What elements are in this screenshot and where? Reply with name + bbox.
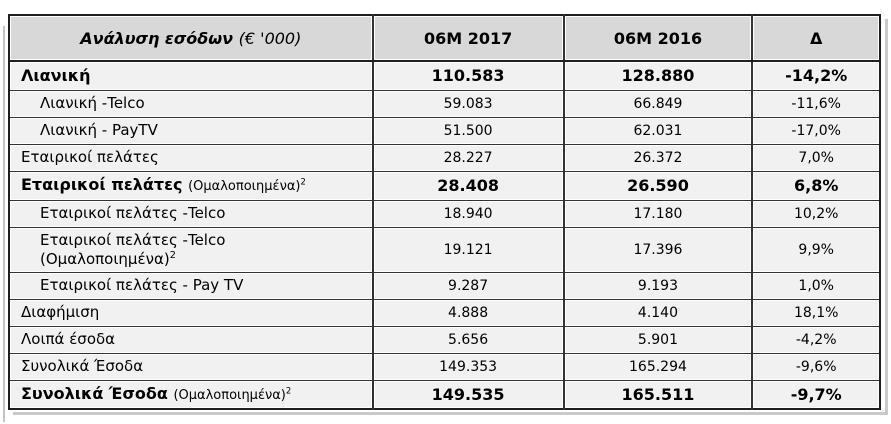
footnote-superscript: 2 bbox=[300, 177, 306, 188]
footnote-superscript: 2 bbox=[285, 385, 292, 396]
table-row: Συνολικά Έσοδα 149.353 165.294 -9,6% bbox=[9, 353, 880, 381]
value-delta: -17,0% bbox=[752, 117, 880, 145]
value-06m-2017: 18.940 bbox=[372, 200, 565, 228]
table-row: Συνολικά Έσοδα (Ομαλοποιημένα)2 149.535 16… bbox=[9, 380, 880, 410]
value-06m-2017: 4.888 bbox=[372, 299, 565, 327]
value-06m-2016: 128.880 bbox=[563, 61, 754, 91]
value-06m-2017: 5.656 bbox=[372, 326, 565, 354]
header-row: Ανάλυση εσόδων (€ '000) 06M 2017 06M 201… bbox=[9, 15, 880, 62]
value-06m-2016: 5.901 bbox=[563, 326, 754, 354]
row-label: Συνολικά Έσοδα bbox=[9, 353, 374, 381]
row-label-annotation: (Ομαλοποιημένα)2 bbox=[173, 385, 292, 404]
row-label: Συνολικά Έσοδα (Ομαλοποιημένα)2 bbox=[9, 380, 374, 410]
revenue-analysis-table: Ανάλυση εσόδων (€ '000) 06M 2017 06M 201… bbox=[8, 14, 881, 410]
value-06m-2016: 66.849 bbox=[563, 90, 754, 118]
value-06m-2017: 9.287 bbox=[372, 272, 565, 300]
table-row: Λιανική 110.583 128.880 -14,2% bbox=[9, 61, 880, 91]
value-06m-2017: 149.353 bbox=[372, 353, 565, 381]
header-delta: Δ bbox=[752, 15, 880, 62]
table-row: Εταιρικοί πελάτες -Telco (Ομαλοποιημένα)2… bbox=[9, 227, 880, 273]
table-row: Διαφήμιση 4.888 4.140 18,1% bbox=[9, 299, 880, 327]
value-delta: -11,6% bbox=[752, 90, 880, 118]
row-label-text: Εταιρικοί πελάτες -Telco bbox=[40, 204, 226, 223]
row-label-annotation: (Ομαλοποιημένα)2 bbox=[188, 177, 306, 195]
value-06m-2017: 149.535 bbox=[372, 380, 565, 410]
row-label-annotation: (Ομαλοποιημένα)2 bbox=[40, 249, 176, 268]
row-label: Εταιρικοί πελάτες bbox=[9, 144, 374, 172]
value-06m-2017: 110.583 bbox=[372, 61, 565, 91]
value-delta: 7,0% bbox=[752, 144, 880, 172]
value-06m-2017: 19.121 bbox=[372, 227, 565, 273]
table-row: Εταιρικοί πελάτες - Pay TV 9.287 9.193 1,0% bbox=[9, 272, 880, 300]
row-label-text: Συνολικά Έσοδα bbox=[21, 357, 144, 376]
row-label-text: Λιανική bbox=[21, 65, 91, 85]
value-delta: -14,2% bbox=[752, 61, 880, 91]
table-row: Λιανική -Telco 59.083 66.849 -11,6% bbox=[9, 90, 880, 118]
value-delta: 6,8% bbox=[752, 171, 880, 201]
footnote-superscript: 2 bbox=[169, 249, 176, 261]
value-06m-2016: 165.294 bbox=[563, 353, 754, 381]
header-revenue-analysis: Ανάλυση εσόδων (€ '000) bbox=[9, 15, 374, 62]
value-delta: 10,2% bbox=[752, 200, 880, 228]
value-06m-2016: 9.193 bbox=[563, 272, 754, 300]
value-06m-2017: 59.083 bbox=[372, 90, 565, 118]
value-delta: 18,1% bbox=[752, 299, 880, 327]
row-label-text: Λιανική - PayTV bbox=[40, 121, 158, 140]
header-06m-2016: 06M 2016 bbox=[563, 15, 754, 62]
value-06m-2016: 62.031 bbox=[563, 117, 754, 145]
value-06m-2016: 26.590 bbox=[563, 171, 754, 201]
value-06m-2016: 17.396 bbox=[563, 227, 754, 273]
table-row: Λοιπά έσοδα 5.656 5.901 -4,2% bbox=[9, 326, 880, 354]
value-06m-2016: 17.180 bbox=[563, 200, 754, 228]
value-06m-2017: 28.227 bbox=[372, 144, 565, 172]
value-06m-2017: 28.408 bbox=[372, 171, 565, 201]
value-06m-2017: 51.500 bbox=[372, 117, 565, 145]
row-label: Λοιπά έσοδα bbox=[9, 326, 374, 354]
row-label: Εταιρικοί πελάτες -Telco bbox=[9, 200, 374, 228]
row-label: Λιανική -Telco bbox=[9, 90, 374, 118]
row-label-text: Εταιρικοί πελάτες bbox=[21, 148, 159, 167]
row-label-text: Εταιρικοί πελάτες bbox=[21, 175, 183, 195]
table-shadow-bottom bbox=[13, 412, 888, 415]
row-label: Λιανική - PayTV bbox=[9, 117, 374, 145]
row-label: Λιανική bbox=[9, 61, 374, 91]
row-label: Εταιρικοί πελάτες (Ομαλοποιημένα)2 bbox=[9, 171, 374, 201]
row-label-text: Λιανική -Telco bbox=[40, 94, 145, 113]
table-row: Εταιρικοί πελάτες (Ομαλοποιημένα)2 28.408… bbox=[9, 171, 880, 201]
value-delta: 1,0% bbox=[752, 272, 880, 300]
table-title-units: (€ '000) bbox=[238, 28, 302, 48]
row-label-text: Εταιρικοί πελάτες - Pay TV bbox=[40, 276, 244, 295]
table-row: Εταιρικοί πελάτες 28.227 26.372 7,0% bbox=[9, 144, 880, 172]
row-label-text: Λοιπά έσοδα bbox=[21, 330, 116, 349]
row-label: Εταιρικοί πελάτες - Pay TV bbox=[9, 272, 374, 300]
sheet-gridline bbox=[3, 26, 5, 422]
table-title: Ανάλυση εσόδων bbox=[80, 28, 234, 48]
value-delta: -4,2% bbox=[752, 326, 880, 354]
value-06m-2016: 165.511 bbox=[563, 380, 754, 410]
row-label-text: Συνολικά Έσοδα bbox=[21, 384, 168, 404]
value-delta: -9,7% bbox=[752, 380, 880, 410]
value-delta: -9,6% bbox=[752, 353, 880, 381]
header-06m-2017: 06M 2017 bbox=[372, 15, 565, 62]
row-label: Διαφήμιση bbox=[9, 299, 374, 327]
table-shadow-right bbox=[885, 19, 888, 415]
value-delta: 9,9% bbox=[752, 227, 880, 273]
table-row: Εταιρικοί πελάτες -Telco 18.940 17.180 10,2… bbox=[9, 200, 880, 228]
row-label-text: Διαφήμιση bbox=[21, 303, 100, 322]
row-label: Εταιρικοί πελάτες -Telco (Ομαλοποιημένα)2 bbox=[9, 227, 374, 273]
row-label-text: Εταιρικοί πελάτες -Telco bbox=[40, 230, 226, 249]
value-06m-2016: 4.140 bbox=[563, 299, 754, 327]
value-06m-2016: 26.372 bbox=[563, 144, 754, 172]
table-row: Λιανική - PayTV 51.500 62.031 -17,0% bbox=[9, 117, 880, 145]
